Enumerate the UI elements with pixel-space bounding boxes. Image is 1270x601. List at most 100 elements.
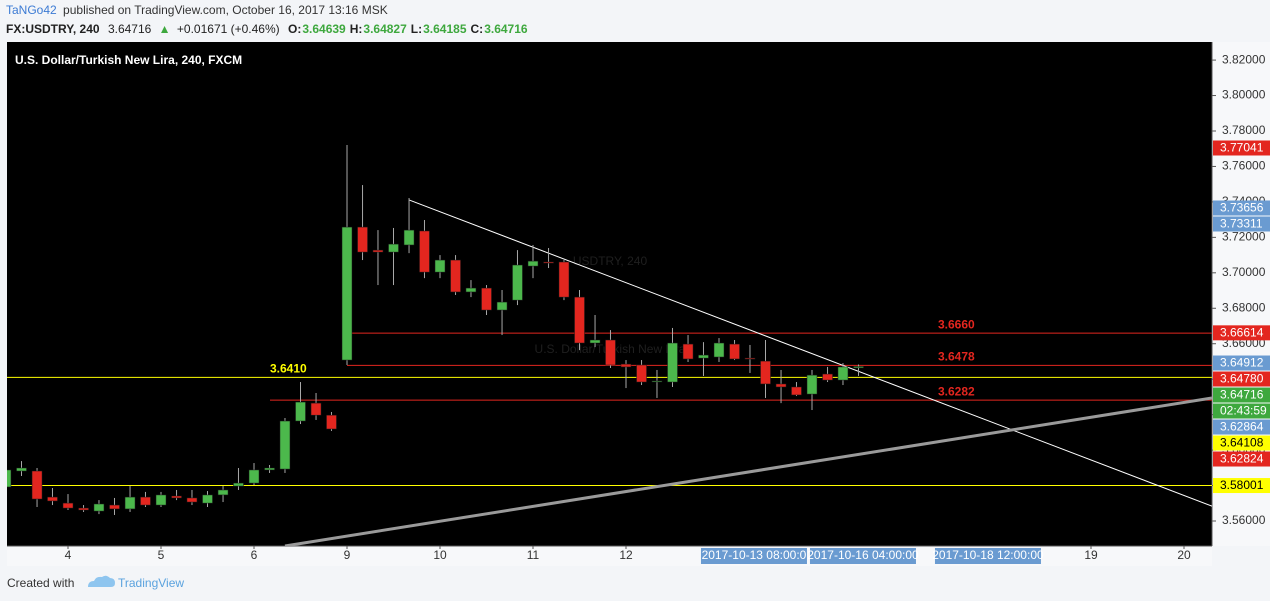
x-tick-label: 11 xyxy=(527,548,540,562)
x-date-badge-label: 2017-10-18 12:00:00 xyxy=(932,548,1044,562)
candle-body xyxy=(667,342,678,383)
candle-body xyxy=(403,229,415,246)
candle-body xyxy=(558,261,570,298)
y-tick-label: 3.78000 xyxy=(1222,123,1266,137)
price-badge: 3.62864 xyxy=(1213,419,1270,435)
candle-body xyxy=(248,469,260,484)
candle-body xyxy=(357,226,368,253)
price-badge-label: 3.77041 xyxy=(1220,141,1264,155)
price-axis xyxy=(1212,42,1270,546)
symbol: FX:USDTRY, 240 xyxy=(6,22,100,36)
candle-body xyxy=(372,249,384,253)
price-badge-label: 3.73311 xyxy=(1220,217,1263,231)
price-badge-label: 3.73656 xyxy=(1220,201,1264,215)
ohlc-key: L: xyxy=(411,22,422,36)
x-tick-label: 9 xyxy=(344,548,351,562)
price-badge: 3.77041 xyxy=(1213,140,1270,156)
candle-body xyxy=(620,363,632,368)
candle-body xyxy=(279,420,291,470)
price-badge: 3.58001 xyxy=(1213,478,1270,494)
candle-body xyxy=(202,494,213,504)
candle-body xyxy=(465,287,477,293)
price-badge-box xyxy=(1213,325,1270,341)
candle-body xyxy=(16,467,27,472)
price-badge-box xyxy=(1213,403,1270,419)
y-tick-label: 3.70000 xyxy=(1222,265,1266,279)
candle-body xyxy=(589,339,601,344)
watermark-symbol: USDTRY, 240 xyxy=(573,254,648,268)
candle-body xyxy=(171,495,182,499)
x-date-badge: 2017-10-18 12:00:00 xyxy=(932,548,1044,564)
ohlc-value: 3.64827 xyxy=(363,22,407,36)
price-badge-label: 3.64912 xyxy=(1220,356,1264,370)
candle-body xyxy=(434,259,446,273)
x-tick-label: 6 xyxy=(251,548,258,562)
x-tick-label: 12 xyxy=(619,548,633,562)
candle-body xyxy=(698,354,709,359)
x-date-badge: 2017-10-16 04:00:00 xyxy=(807,548,919,564)
candle-body xyxy=(729,343,740,360)
candle-body xyxy=(310,402,322,416)
chart-legend: U.S. Dollar/Turkish New Lira, 240, FXCM xyxy=(15,53,242,67)
candle-body xyxy=(217,489,229,496)
candle-body xyxy=(543,261,554,264)
y-tick-label: 3.76000 xyxy=(1222,159,1266,173)
ohlc-key: H: xyxy=(350,22,363,36)
candle-body xyxy=(527,260,539,267)
candle-body xyxy=(62,502,74,509)
x-tick-label: 20 xyxy=(1177,548,1191,562)
level-label: 3.6282 xyxy=(938,384,975,398)
price-badge-label: 3.58001 xyxy=(1220,478,1264,492)
price-badge-label: 3.64108 xyxy=(1220,436,1264,450)
candle-body xyxy=(744,357,756,360)
ohlc-key: O: xyxy=(288,22,301,36)
price-badge: 3.64108 xyxy=(1213,435,1270,451)
price-badge-label: 3.64780 xyxy=(1220,372,1264,386)
y-tick-label: 3.72000 xyxy=(1222,230,1266,244)
ohlc-key: C: xyxy=(471,22,484,36)
price-badge: 3.73656 xyxy=(1213,200,1270,216)
price-badge-box xyxy=(1213,419,1270,435)
footer-brand[interactable]: TradingView xyxy=(118,576,184,590)
x-tick-label: 10 xyxy=(433,548,447,562)
price-badge-label: 02:43:59 xyxy=(1220,404,1267,418)
author-link[interactable]: TaNGo42 xyxy=(6,3,57,17)
y-tick-label: 3.68000 xyxy=(1222,300,1266,314)
symbol-line: FX:USDTRY, 240 3.64716 ▲ +0.01671 (+0.46… xyxy=(6,22,528,36)
footer-text: Created with xyxy=(7,576,74,590)
candle-body xyxy=(155,494,167,506)
logo-cloud xyxy=(88,575,115,587)
price-badge-label: 3.64716 xyxy=(1220,388,1264,402)
x-date-badge-label: 2017-10-16 04:00:00 xyxy=(807,548,919,562)
x-tick-label: 19 xyxy=(1084,548,1098,562)
candle-body xyxy=(760,360,771,385)
price-badge: 3.64716 xyxy=(1213,387,1270,403)
price-badge: 3.66614 xyxy=(1213,325,1270,341)
price-badge-box xyxy=(1213,200,1270,216)
price-badge-box xyxy=(1213,478,1270,494)
trend-line xyxy=(284,396,1212,546)
candle-body xyxy=(341,226,353,361)
candle-body xyxy=(233,482,244,487)
y-tick-label: 3.82000 xyxy=(1222,52,1266,66)
header-line: TaNGo42 published on TradingView.com, Oc… xyxy=(6,3,388,17)
trend-line xyxy=(408,199,1212,507)
price-badge-box xyxy=(1213,216,1270,232)
x-tick-label: 5 xyxy=(158,548,165,562)
candle-body xyxy=(31,470,43,500)
candle-body xyxy=(822,373,833,381)
candle-body xyxy=(326,414,337,430)
candle-body xyxy=(512,264,523,301)
price-badge-box xyxy=(1213,355,1270,371)
x-date-badge-label: 2017-10-13 08:00:0 xyxy=(702,548,807,562)
level-label: 3.6410 xyxy=(270,362,307,376)
ohlc-value: 3.64185 xyxy=(423,22,467,36)
candle-body xyxy=(481,287,492,311)
last-price: 3.64716 xyxy=(108,22,152,36)
tradingview-logo[interactable] xyxy=(88,575,115,587)
ohlc-value: 3.64639 xyxy=(302,22,346,36)
candle-body xyxy=(124,496,136,510)
